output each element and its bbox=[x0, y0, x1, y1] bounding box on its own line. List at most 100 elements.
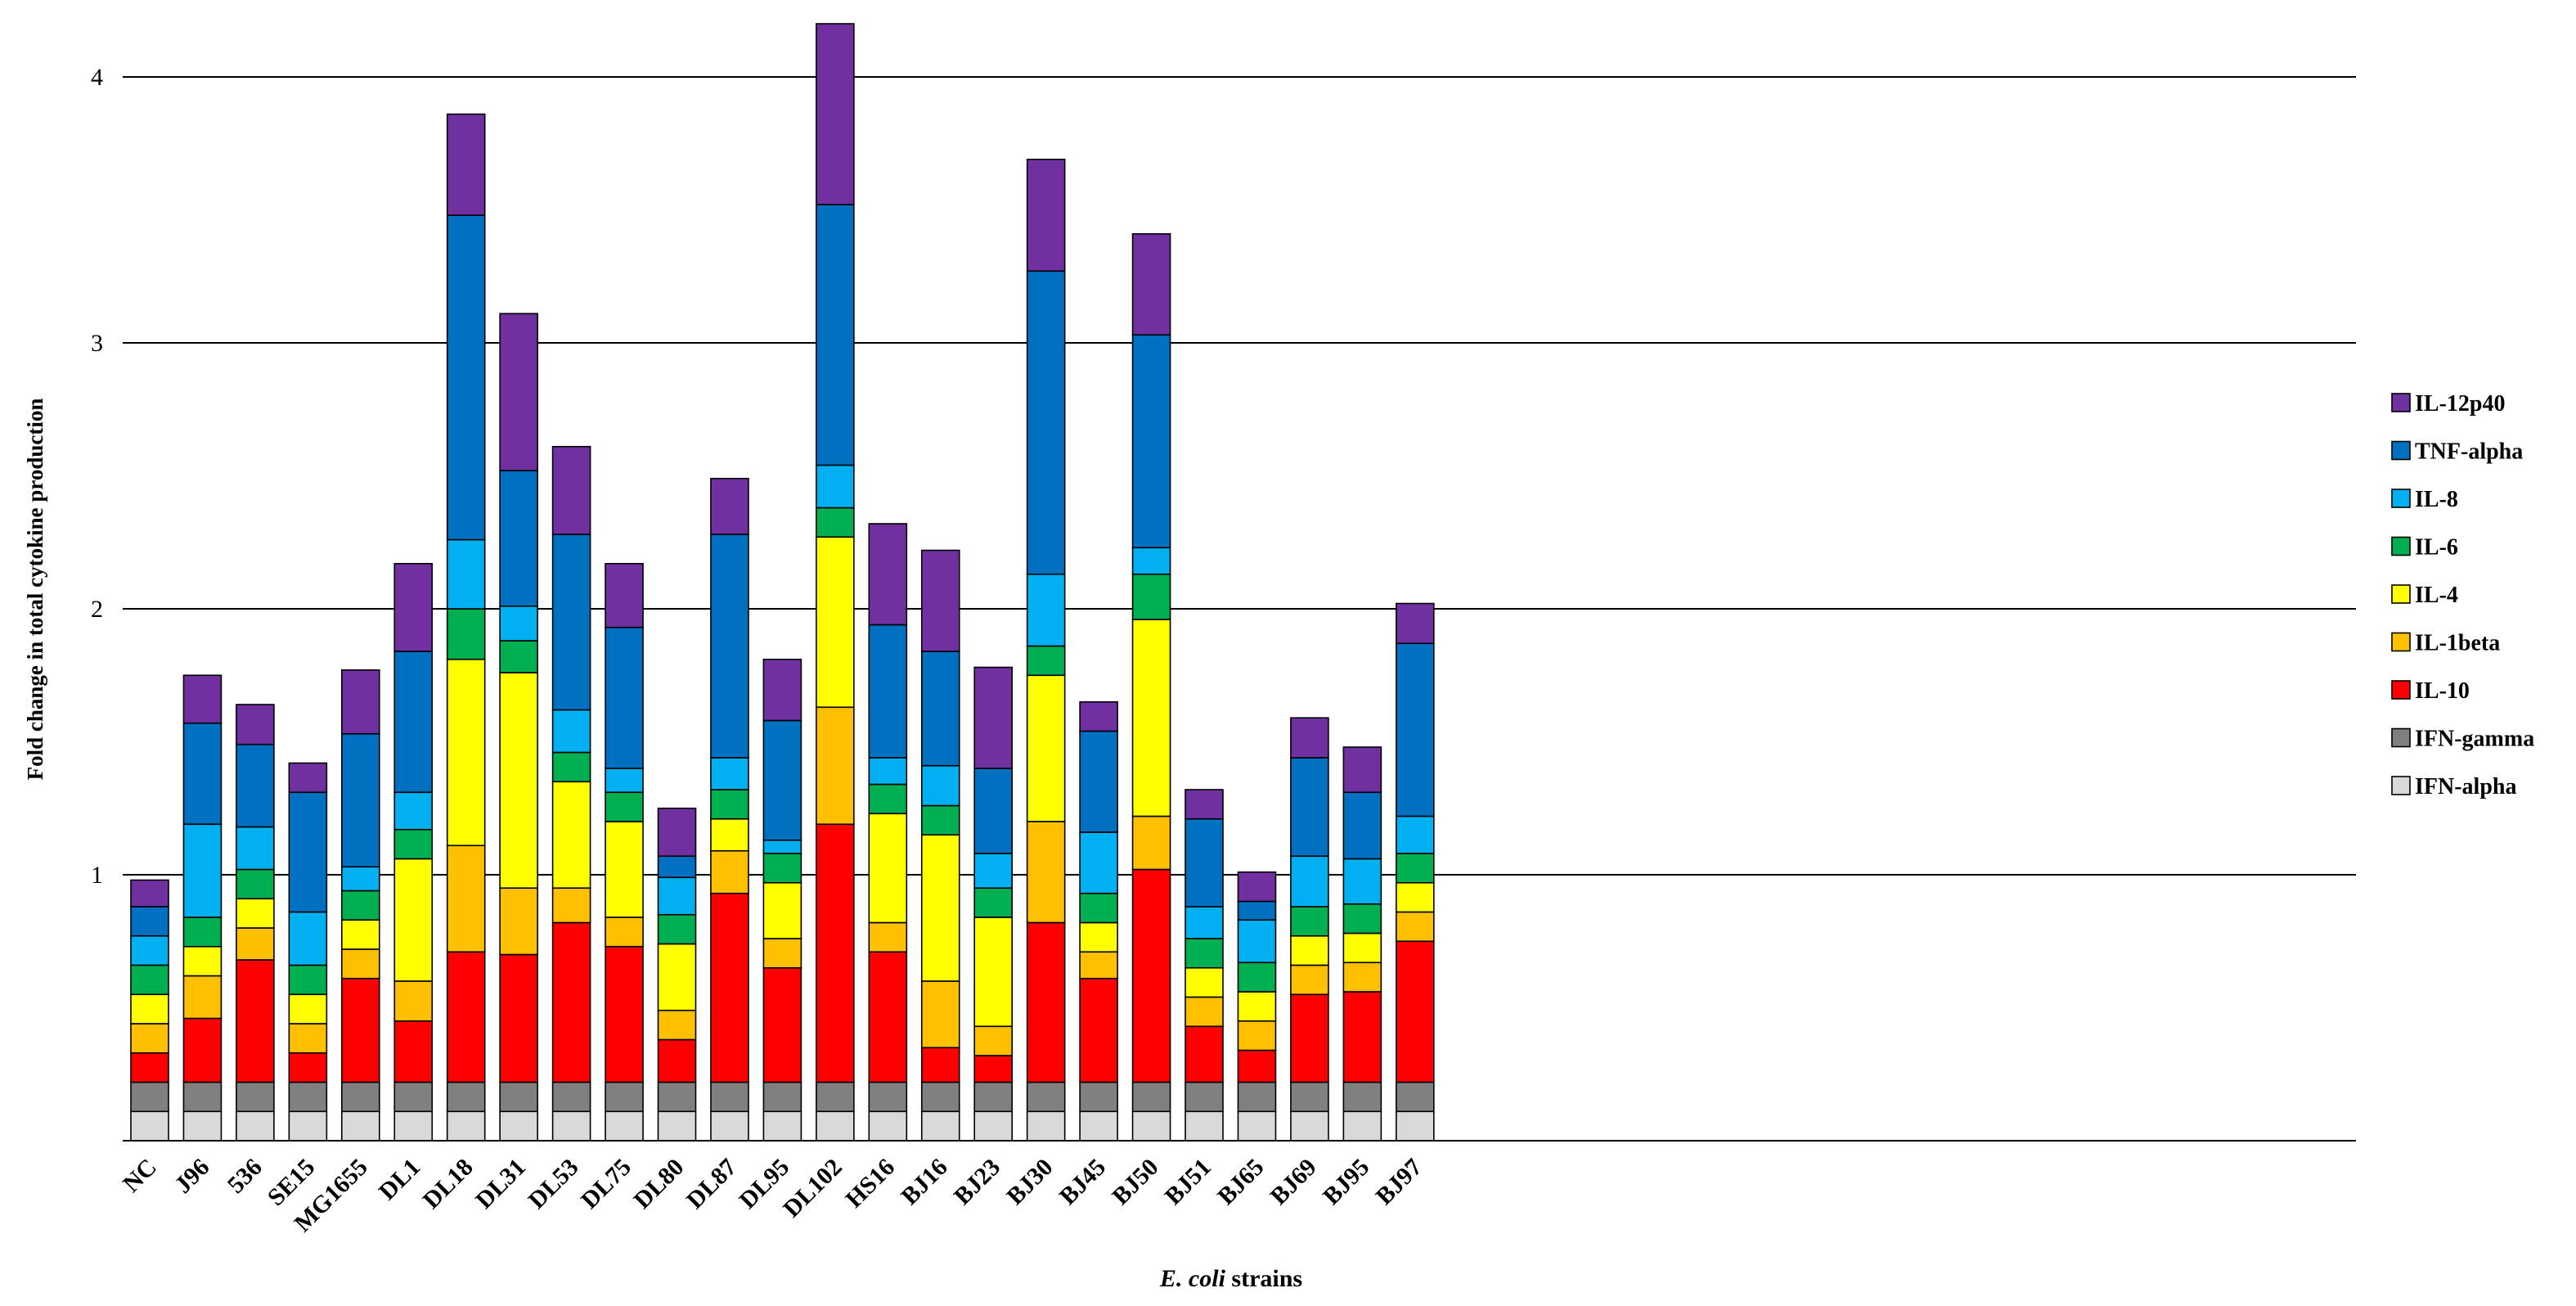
bar-segment-TNF-alpha-BJ30 bbox=[1026, 270, 1066, 575]
bar-segment-IL-6-BJ30 bbox=[1026, 645, 1066, 677]
bar-segment-IL-8-HS16 bbox=[868, 757, 908, 786]
legend-swatch bbox=[2391, 632, 2411, 652]
bar-segment-IL-8-MG1655 bbox=[340, 866, 380, 892]
bar-segment-IL-12p40-NC bbox=[130, 879, 169, 907]
bar-segment-IFN-gamma-J96 bbox=[182, 1081, 223, 1113]
legend-label: IFN-alpha bbox=[2415, 774, 2516, 799]
bar-segment-IFN-gamma-DL53 bbox=[551, 1081, 591, 1113]
x-category-label: BJ51 bbox=[1160, 1154, 1216, 1210]
bar-segment-IFN-gamma-DL1 bbox=[393, 1081, 434, 1113]
legend-swatch bbox=[2391, 393, 2411, 412]
bar-segment-IL-4-536 bbox=[236, 898, 275, 929]
bar-stack-DL18 bbox=[446, 113, 486, 1142]
bar-segment-IFN-gamma-NC bbox=[130, 1081, 169, 1113]
bar-segment-IL-12p40-DL18 bbox=[446, 113, 486, 216]
bar-segment-IL-4-BJ65 bbox=[1237, 991, 1277, 1022]
bar-segment-TNF-alpha-BJ23 bbox=[973, 768, 1013, 854]
bar-segment-IL-1beta-DL18 bbox=[446, 844, 486, 953]
bar-segment-IFN-alpha-DL102 bbox=[816, 1110, 855, 1142]
bar-segment-IL-10-DL53 bbox=[551, 921, 591, 1083]
bar-segment-IL-4-DL75 bbox=[605, 821, 644, 918]
bar-segment-TNF-alpha-BJ45 bbox=[1079, 730, 1118, 833]
bar-segment-IL-10-BJ95 bbox=[1342, 991, 1382, 1083]
bar-segment-IFN-alpha-DL18 bbox=[446, 1110, 486, 1142]
bar-segment-IFN-alpha-DL31 bbox=[499, 1110, 538, 1142]
bar-segment-IFN-gamma-536 bbox=[236, 1081, 275, 1113]
bar-segment-IL-6-BJ50 bbox=[1131, 573, 1171, 620]
legend-swatch bbox=[2391, 584, 2411, 604]
bar-segment-TNF-alpha-BJ95 bbox=[1342, 791, 1382, 860]
bar-segment-IL-4-DL1 bbox=[393, 858, 434, 982]
bar-segment-IL-12p40-DL95 bbox=[762, 658, 802, 722]
bar-segment-IL-6-536 bbox=[236, 868, 275, 900]
bar-segment-IL-12p40-BJ23 bbox=[973, 666, 1013, 769]
bar-segment-IL-4-BJ69 bbox=[1290, 934, 1329, 966]
legend-swatch bbox=[2391, 489, 2411, 508]
bar-stack-BJ97 bbox=[1396, 602, 1435, 1142]
legend-label: IL-1beta bbox=[2415, 631, 2500, 656]
x-category-label: BJ65 bbox=[1212, 1154, 1269, 1210]
y-axis-title: Fold change in total cytokine production bbox=[23, 399, 47, 781]
bar-segment-IL-6-DL31 bbox=[499, 640, 538, 673]
x-category-label: DL31 bbox=[470, 1154, 531, 1214]
bar-segment-TNF-alpha-J96 bbox=[182, 722, 223, 826]
legend-label: IL-8 bbox=[2415, 487, 2458, 512]
x-category-label: BJ30 bbox=[1001, 1154, 1058, 1210]
bar-segment-IL-6-BJ23 bbox=[973, 887, 1013, 918]
bar-stack-J96 bbox=[182, 674, 223, 1142]
bar-segment-IL-8-DL75 bbox=[605, 768, 644, 794]
bar-segment-IFN-alpha-BJ23 bbox=[973, 1110, 1013, 1142]
legend-label: IL-4 bbox=[2415, 583, 2458, 608]
y-tick-label: 2 bbox=[91, 596, 103, 623]
bar-segment-IL-8-BJ69 bbox=[1290, 855, 1329, 907]
bar-segment-IFN-alpha-DL1 bbox=[393, 1110, 434, 1142]
bar-segment-IL-6-BJ69 bbox=[1290, 906, 1329, 937]
bar-segment-IL-6-SE15 bbox=[288, 964, 328, 996]
bar-segment-TNF-alpha-DL95 bbox=[762, 719, 802, 841]
bar-segment-IFN-gamma-MG1655 bbox=[340, 1081, 380, 1113]
x-category-label: BJ95 bbox=[1318, 1154, 1374, 1210]
bar-segment-IFN-alpha-DL53 bbox=[551, 1110, 591, 1142]
x-category-label: BJ50 bbox=[1107, 1154, 1163, 1210]
bar-segment-IL-10-BJ65 bbox=[1237, 1049, 1277, 1083]
bar-segment-IL-8-BJ16 bbox=[920, 764, 960, 807]
bar-segment-IL-8-J96 bbox=[182, 823, 223, 918]
bar-segment-IFN-alpha-MG1655 bbox=[340, 1110, 380, 1142]
bar-segment-IL-10-BJ45 bbox=[1079, 977, 1118, 1083]
legend-swatch bbox=[2391, 440, 2411, 461]
legend-item-IFN-gamma: IFN-gamma bbox=[2391, 727, 2534, 752]
bar-stack-DL87 bbox=[710, 477, 749, 1142]
bar-segment-IL-8-DL102 bbox=[816, 464, 855, 509]
bar-stack-BJ45 bbox=[1079, 700, 1118, 1142]
bar-segment-IL-12p40-BJ45 bbox=[1079, 700, 1118, 732]
bar-segment-IFN-gamma-BJ16 bbox=[920, 1081, 960, 1113]
x-category-label: DL102 bbox=[778, 1154, 847, 1223]
bar-segment-IL-10-BJ51 bbox=[1185, 1025, 1224, 1083]
x-axis-title-italic: E. coli bbox=[1159, 1265, 1226, 1292]
bar-stack-BJ69 bbox=[1290, 717, 1329, 1142]
bar-segment-IFN-alpha-BJ30 bbox=[1026, 1110, 1066, 1142]
bar-segment-IL-4-DL95 bbox=[762, 881, 802, 939]
bar-segment-IL-10-BJ23 bbox=[973, 1055, 1013, 1083]
bar-stack-BJ50 bbox=[1131, 232, 1171, 1142]
bar-segment-IL-4-BJ97 bbox=[1396, 881, 1435, 913]
bar-segment-IL-8-BJ97 bbox=[1396, 815, 1435, 854]
bar-stack-BJ30 bbox=[1026, 158, 1066, 1142]
bar-segment-IL-1beta-SE15 bbox=[288, 1023, 328, 1054]
bar-segment-TNF-alpha-DL53 bbox=[551, 534, 591, 711]
bar-segment-IL-6-NC bbox=[130, 964, 169, 996]
bar-segment-IL-10-DL18 bbox=[446, 951, 486, 1083]
bar-segment-TNF-alpha-NC bbox=[130, 906, 169, 937]
bar-segment-IFN-alpha-HS16 bbox=[868, 1110, 908, 1142]
bar-segment-IFN-alpha-BJ95 bbox=[1342, 1110, 1382, 1142]
bar-segment-IL-12p40-HS16 bbox=[868, 523, 908, 626]
bar-segment-IL-8-536 bbox=[236, 826, 275, 871]
x-category-label: DL1 bbox=[374, 1154, 425, 1205]
bar-stack-536 bbox=[236, 704, 275, 1142]
bar-segment-IFN-alpha-BJ51 bbox=[1185, 1110, 1224, 1142]
bar-segment-IL-6-DL95 bbox=[762, 853, 802, 884]
bar-segment-IL-1beta-BJ30 bbox=[1026, 821, 1066, 924]
bar-segment-IL-6-BJ95 bbox=[1342, 903, 1382, 934]
legend-item-IL-10: IL-10 bbox=[2391, 678, 2470, 704]
